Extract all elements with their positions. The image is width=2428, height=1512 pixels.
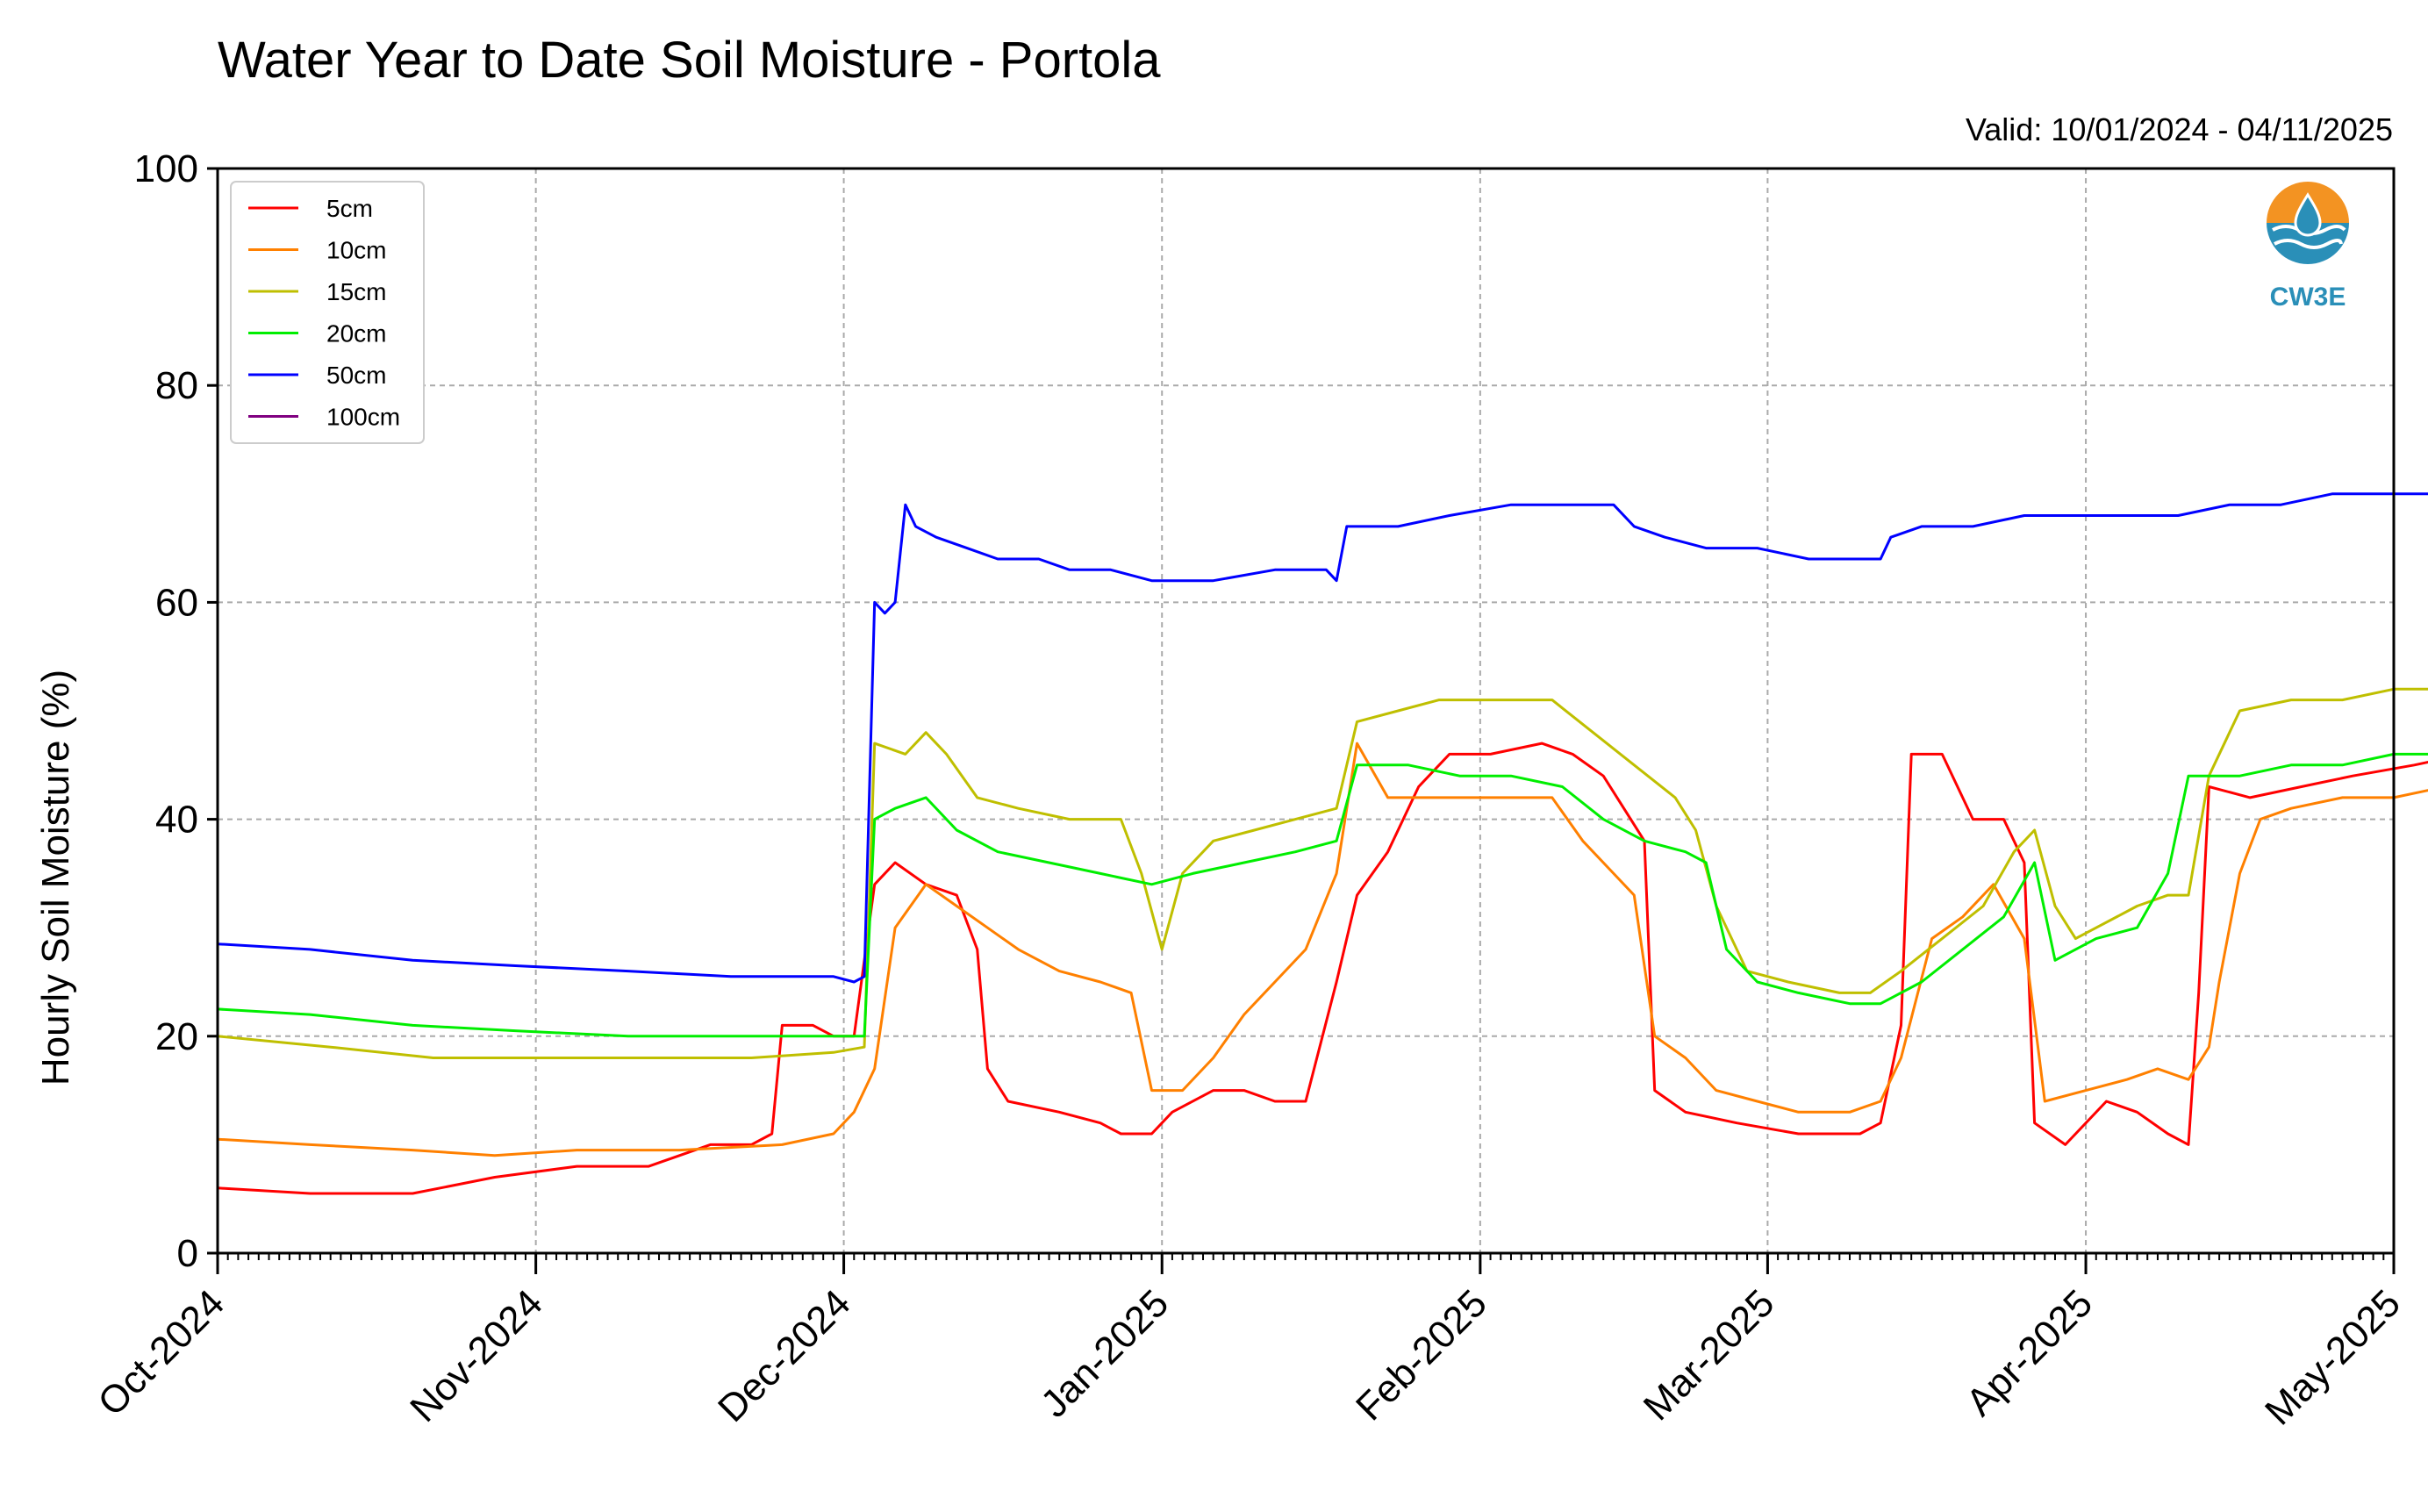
- chart-title: Water Year to Date Soil Moisture - Porto…: [218, 32, 1161, 89]
- logo-drop-icon: [2294, 192, 2322, 237]
- logo-wave-line: [2274, 239, 2343, 249]
- logo-text: CW3E: [2270, 283, 2346, 312]
- legend-label-20cm: 20cm: [326, 320, 386, 348]
- legend-items: 5cm 10cm 15cm 20cm 50cm 100cm: [248, 195, 400, 431]
- y-tick-label: 40: [155, 799, 198, 842]
- legend-label-100cm: 100cm: [326, 404, 400, 431]
- logo-wave-icon: [2267, 223, 2349, 264]
- y-tick-label: 60: [155, 581, 198, 624]
- series-line-20cm: [217, 752, 2428, 1038]
- y-tick-label: 80: [155, 364, 198, 407]
- legend-label-50cm: 50cm: [326, 362, 386, 389]
- y-tick-label: 0: [177, 1232, 198, 1275]
- valid-date-range: Valid: 10/01/2024 - 04/11/2025: [1966, 111, 2393, 147]
- y-axis-label: Hourly Soil Moisture (%): [34, 670, 77, 1086]
- series-line-10cm: [217, 742, 2428, 1157]
- y-tick-label: 100: [134, 147, 198, 190]
- legend-box: [230, 181, 425, 444]
- legend-label-15cm: 15cm: [326, 278, 386, 305]
- y-axis-ticks: 0 20 40 60 80 100: [134, 147, 218, 1275]
- grid-lines: [218, 168, 2394, 1253]
- series-layer: [217, 492, 2428, 1195]
- legend-label-5cm: 5cm: [326, 195, 373, 222]
- legend: 5cm 10cm 15cm 20cm 50cm 100cm: [230, 181, 425, 444]
- series-line-15cm: [217, 687, 2428, 1059]
- cw3e-logo: CW3E: [2264, 182, 2352, 312]
- legend-label-10cm: 10cm: [326, 237, 386, 264]
- series-line-50cm: [217, 492, 2428, 984]
- y-tick-label: 20: [155, 1015, 198, 1058]
